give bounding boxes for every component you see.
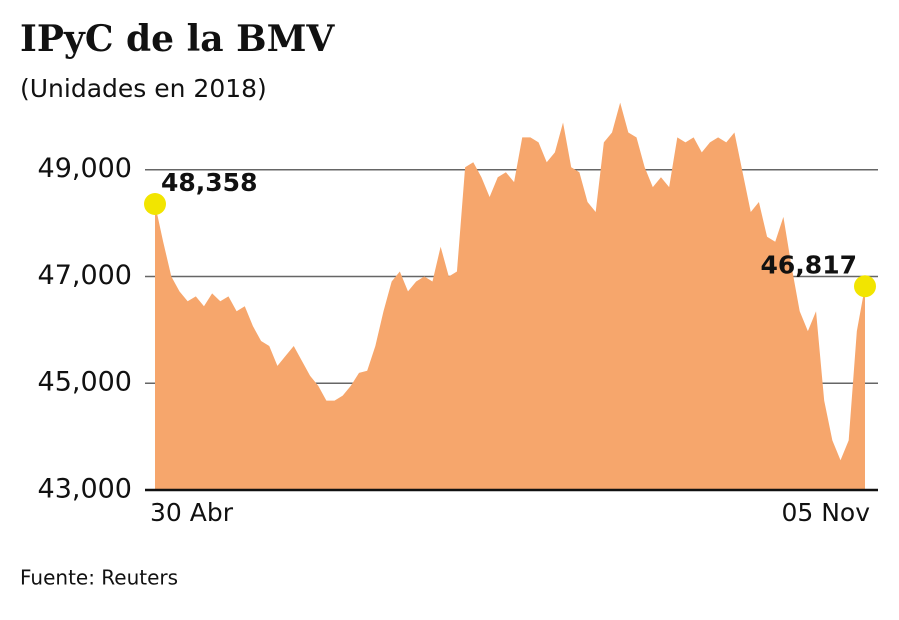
chart-title: IPyC de la BMV (20, 18, 335, 60)
x-tick-label: 05 Nov (781, 498, 870, 527)
y-tick-label: 49,000 (38, 153, 132, 184)
chart-subtitle: (Unidades en 2018) (20, 74, 267, 103)
value-label: 46,817 (761, 250, 857, 279)
x-tick-label: 30 Abr (150, 498, 234, 527)
point-marker (854, 275, 876, 298)
point-marker (144, 192, 166, 215)
source: Fuente: Reuters (20, 566, 178, 590)
y-tick-label: 43,000 (38, 474, 132, 505)
y-tick-label: 45,000 (38, 367, 132, 398)
y-tick-label: 47,000 (38, 260, 132, 291)
value-label: 48,358 (161, 168, 257, 197)
area (155, 102, 865, 490)
